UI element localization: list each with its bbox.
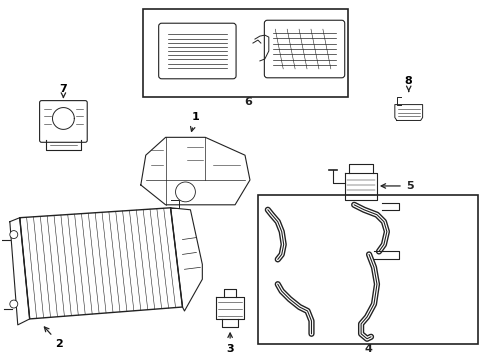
Text: 1: 1 [191, 112, 199, 131]
Circle shape [175, 182, 196, 202]
FancyBboxPatch shape [40, 100, 87, 142]
Circle shape [10, 300, 18, 308]
Bar [143, 9, 348, 96]
Text: 8: 8 [405, 76, 413, 91]
Text: 2: 2 [45, 327, 63, 349]
FancyBboxPatch shape [159, 23, 236, 79]
FancyBboxPatch shape [264, 20, 345, 78]
Text: 6: 6 [244, 96, 252, 107]
Text: 5: 5 [381, 181, 414, 191]
Text: 3: 3 [226, 333, 234, 354]
Text: 7: 7 [60, 84, 67, 97]
Text: 4: 4 [364, 344, 372, 354]
Bar [258, 195, 478, 344]
Circle shape [10, 231, 18, 239]
